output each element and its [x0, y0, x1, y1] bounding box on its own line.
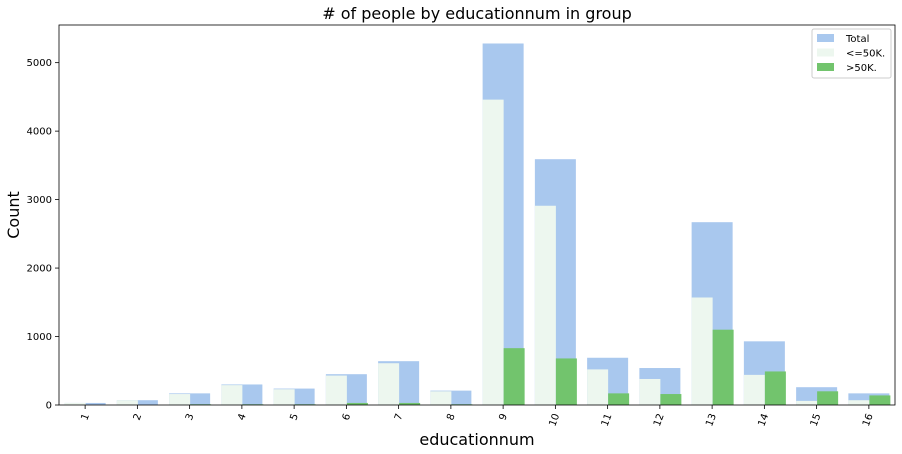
legend-label: Total	[845, 34, 869, 45]
x-axis: 1 2 3 4 5 6 7 8 9 10 11 12 13 14 15 16	[79, 405, 876, 428]
bar-le50k	[273, 389, 295, 405]
x-tick-label: 7	[393, 412, 406, 422]
bar-le50k	[430, 391, 452, 405]
bar-le50k	[796, 400, 818, 405]
bar-le50k	[639, 378, 661, 405]
y-tick-label: 0	[46, 401, 52, 412]
y-tick-label: 3000	[27, 195, 52, 206]
y-tick-label: 1000	[27, 332, 52, 343]
x-tick-label: 2	[132, 412, 145, 422]
y-axis-label: Count	[4, 191, 23, 239]
bar-le50k	[169, 394, 191, 405]
x-tick-label: 15	[809, 412, 824, 428]
x-tick-label: 4	[236, 412, 249, 422]
x-tick-label: 11	[600, 412, 615, 428]
bar-gt50k	[817, 391, 839, 405]
x-tick-label: 9	[497, 412, 510, 422]
x-tick-label: 13	[704, 412, 719, 428]
x-tick-label: 6	[341, 412, 354, 422]
bar-gt50k	[555, 358, 577, 405]
bar-le50k	[587, 369, 609, 405]
bar-total	[848, 393, 890, 405]
x-tick-label: 12	[652, 412, 667, 428]
legend-swatch	[817, 34, 834, 42]
bar-le50k	[221, 385, 243, 405]
legend-swatch	[817, 63, 834, 71]
bar-gt50k	[660, 394, 682, 405]
y-axis: 0 1000 2000 3000 4000 5000	[27, 58, 59, 412]
bars-le50k	[64, 99, 870, 406]
legend-label: >50K.	[846, 63, 877, 74]
bar-le50k	[743, 374, 765, 405]
chart-title: # of people by educationnum in group	[322, 4, 632, 23]
bar-le50k	[534, 205, 556, 405]
bar-le50k	[691, 297, 713, 405]
legend-label: <=50K.	[846, 49, 885, 60]
x-tick-label: 5	[288, 412, 301, 422]
bar-le50k	[378, 363, 400, 405]
bar-gt50k	[712, 329, 734, 405]
bar-gt50k	[399, 402, 421, 405]
bar-le50k	[848, 400, 870, 405]
bars-gt50k	[190, 329, 891, 405]
bar-gt50k	[869, 395, 891, 405]
x-tick-label: 10	[548, 412, 563, 428]
bar-le50k	[64, 402, 86, 405]
x-tick-label: 16	[861, 412, 876, 428]
bars-total	[64, 43, 890, 406]
plot-frame	[58, 24, 896, 406]
bar-le50k	[325, 375, 347, 405]
y-tick-label: 4000	[27, 127, 52, 138]
bar-gt50k	[608, 393, 630, 405]
x-axis-label: educationnum	[419, 430, 534, 449]
y-tick-label: 5000	[27, 58, 52, 69]
bar-gt50k	[764, 371, 786, 405]
bar-le50k	[116, 400, 138, 405]
x-tick-label: 3	[184, 412, 197, 422]
x-tick-label: 1	[79, 412, 92, 422]
x-tick-label: 14	[757, 412, 772, 428]
legend-swatch	[817, 48, 834, 57]
legend: Total <=50K. >50K.	[811, 28, 892, 79]
bar-gt50k	[503, 348, 525, 405]
y-tick-label: 2000	[27, 264, 52, 275]
bar-gt50k	[346, 402, 368, 405]
bar-le50k	[482, 99, 504, 406]
x-tick-label: 8	[445, 412, 458, 422]
